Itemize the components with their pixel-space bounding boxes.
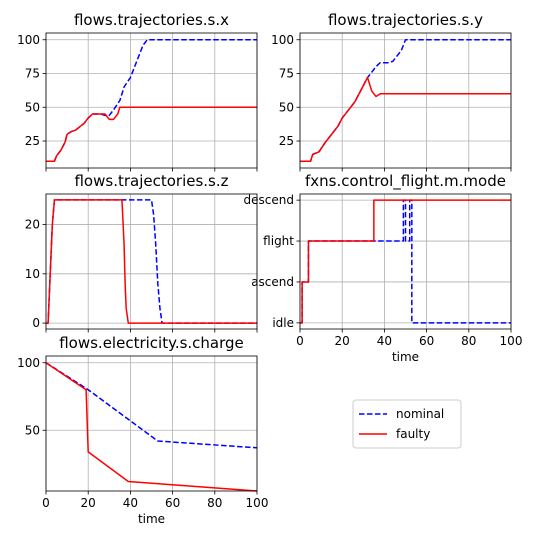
y-tick-label: 50 [279, 100, 294, 114]
chart-panel-2: 25 50 75 100 flows.trajectories.s.y [271, 11, 512, 172]
legend: nominal faulty [352, 399, 462, 449]
chart-panel-3: 0 10 20 flows.trajectories.s.z [25, 172, 258, 333]
y-tick-label: flight [263, 234, 294, 248]
chart-panel-5: 0 20 40 60 80 100 50 100 flows.electricity.s.cha… [17, 334, 268, 526]
x-tick-label: 80 [207, 496, 222, 510]
legend-label-faulty: faulty [396, 427, 430, 441]
x-tick-label: 100 [500, 334, 523, 348]
x-tick-label: 40 [123, 496, 138, 510]
x-tick-label: 20 [335, 334, 350, 348]
y-tick-label: 20 [25, 218, 40, 232]
series-line-faulty [300, 199, 511, 324]
series-line-faulty [300, 76, 511, 162]
chart-title: flows.trajectories.s.y [328, 11, 483, 29]
y-tick-label: 75 [279, 67, 294, 81]
axes-frame [299, 193, 512, 330]
chart-title: fxns.control_flight.m.mode [305, 172, 506, 191]
x-tick-label: 0 [42, 496, 50, 510]
x-tick-label: 100 [246, 496, 269, 510]
y-tick-label: 75 [25, 67, 40, 81]
y-tick-label: 50 [25, 423, 40, 437]
y-tick-label: 100 [17, 356, 40, 370]
x-tick-label: 20 [81, 496, 96, 510]
series-line-nominal [300, 199, 511, 324]
series-line-faulty [46, 199, 257, 324]
series-line-nominal [46, 199, 257, 324]
y-tick-label: 25 [279, 134, 294, 148]
chart-panel-4: 0 20 40 60 80 100 idle ascend flight descend fxns.… [244, 172, 523, 364]
axes-frame [45, 355, 258, 492]
legend-frame [352, 399, 462, 449]
axes-frame [45, 193, 258, 330]
chart-title: flows.trajectories.s.x [74, 11, 229, 29]
y-tick-label: 0 [32, 316, 40, 330]
series-line-nominal [45, 362, 258, 449]
y-tick-label: 100 [271, 33, 294, 47]
y-tick-label: 25 [25, 134, 40, 148]
series-line-faulty [45, 362, 258, 492]
x-tick-label: 0 [296, 334, 304, 348]
legend-label-nominal: nominal [396, 407, 444, 421]
y-tick-label: 100 [17, 33, 40, 47]
y-tick-label: idle [272, 316, 294, 330]
chart-panel-1: 25 50 75 100 flows.trajectories.s.x [17, 11, 258, 172]
y-tick-label: 50 [25, 100, 40, 114]
series-line-nominal [46, 39, 257, 162]
series-line-nominal [300, 39, 511, 162]
x-tick-label: 60 [419, 334, 434, 348]
x-tick-label: 60 [165, 496, 180, 510]
x-tick-label: 80 [461, 334, 476, 348]
x-tick-label: 40 [377, 334, 392, 348]
y-tick-label: 10 [25, 267, 40, 281]
x-axis-label: time [138, 512, 165, 526]
chart-title: flows.trajectories.s.z [74, 172, 228, 190]
chart-title: flows.electricity.s.charge [59, 334, 244, 352]
y-tick-label: ascend [251, 275, 294, 289]
y-tick-label: descend [244, 193, 294, 207]
axes-frame [45, 32, 258, 169]
x-axis-label: time [392, 350, 419, 364]
axes-frame [299, 32, 512, 169]
series-line-faulty [46, 106, 257, 162]
